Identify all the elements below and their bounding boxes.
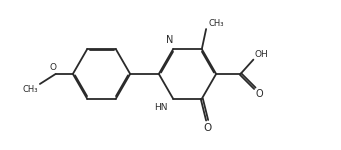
Text: OH: OH [254,50,268,58]
Text: O: O [50,63,57,72]
Text: HN: HN [154,103,168,112]
Text: N: N [166,35,174,45]
Text: CH₃: CH₃ [208,19,224,28]
Text: O: O [203,123,211,134]
Text: CH₃: CH₃ [22,85,38,94]
Text: O: O [256,89,264,99]
